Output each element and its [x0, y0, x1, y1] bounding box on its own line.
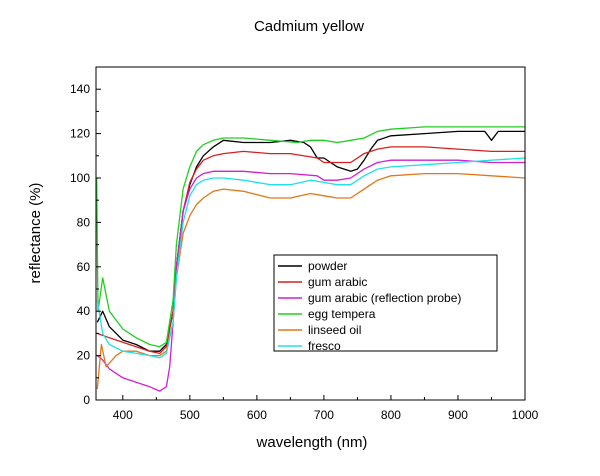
- series-line-4: [96, 126, 525, 348]
- x-tick-label: 600: [247, 408, 267, 422]
- x-tick-label: 400: [113, 408, 133, 422]
- y-tick-label: 20: [77, 349, 91, 363]
- y-axis-label: reflectance (%): [27, 183, 44, 284]
- x-axis-ticks: 400 500 600 700 800 900 1000: [113, 395, 539, 422]
- x-axis-label: wavelength (nm): [256, 434, 368, 451]
- legend-label: fresco: [308, 339, 341, 353]
- legend-label: gum arabic: [308, 275, 367, 289]
- legend-label: powder: [308, 259, 347, 273]
- series-line-5: [96, 172, 526, 389]
- legend-label: gum arabic (reflection probe): [308, 291, 461, 305]
- y-axis-ticks: 0 20 40 60 80 100 120 140: [70, 82, 101, 407]
- series-line-3: [96, 159, 525, 392]
- series-line-2: [97, 146, 525, 355]
- x-tick-label: 500: [180, 408, 200, 422]
- x-tick-label: 900: [448, 408, 468, 422]
- x-tick-label: 800: [381, 408, 401, 422]
- chart-title: Cadmium yellow: [254, 18, 364, 35]
- series-line-1: [96, 130, 525, 352]
- y-tick-label: 80: [77, 215, 91, 229]
- legend-label: linseed oil: [308, 323, 361, 337]
- y-tick-label: 100: [70, 171, 90, 185]
- plot-series: [96, 126, 526, 392]
- y-tick-label: 120: [70, 127, 90, 141]
- y-tick-label: 140: [70, 82, 90, 96]
- x-tick-label: 700: [314, 408, 334, 422]
- legend-box: [273, 254, 498, 352]
- y-tick-label: 60: [77, 260, 91, 274]
- plot-frame: [95, 66, 526, 401]
- y-tick-label: 40: [77, 304, 91, 318]
- legend-label: egg tempera: [308, 307, 376, 321]
- legend: powder gum arabic gum arabic (reflection p…: [273, 254, 498, 353]
- series-line-6: [96, 157, 526, 359]
- x-tick-label: 1000: [512, 408, 539, 422]
- y-tick-label: 0: [83, 393, 90, 407]
